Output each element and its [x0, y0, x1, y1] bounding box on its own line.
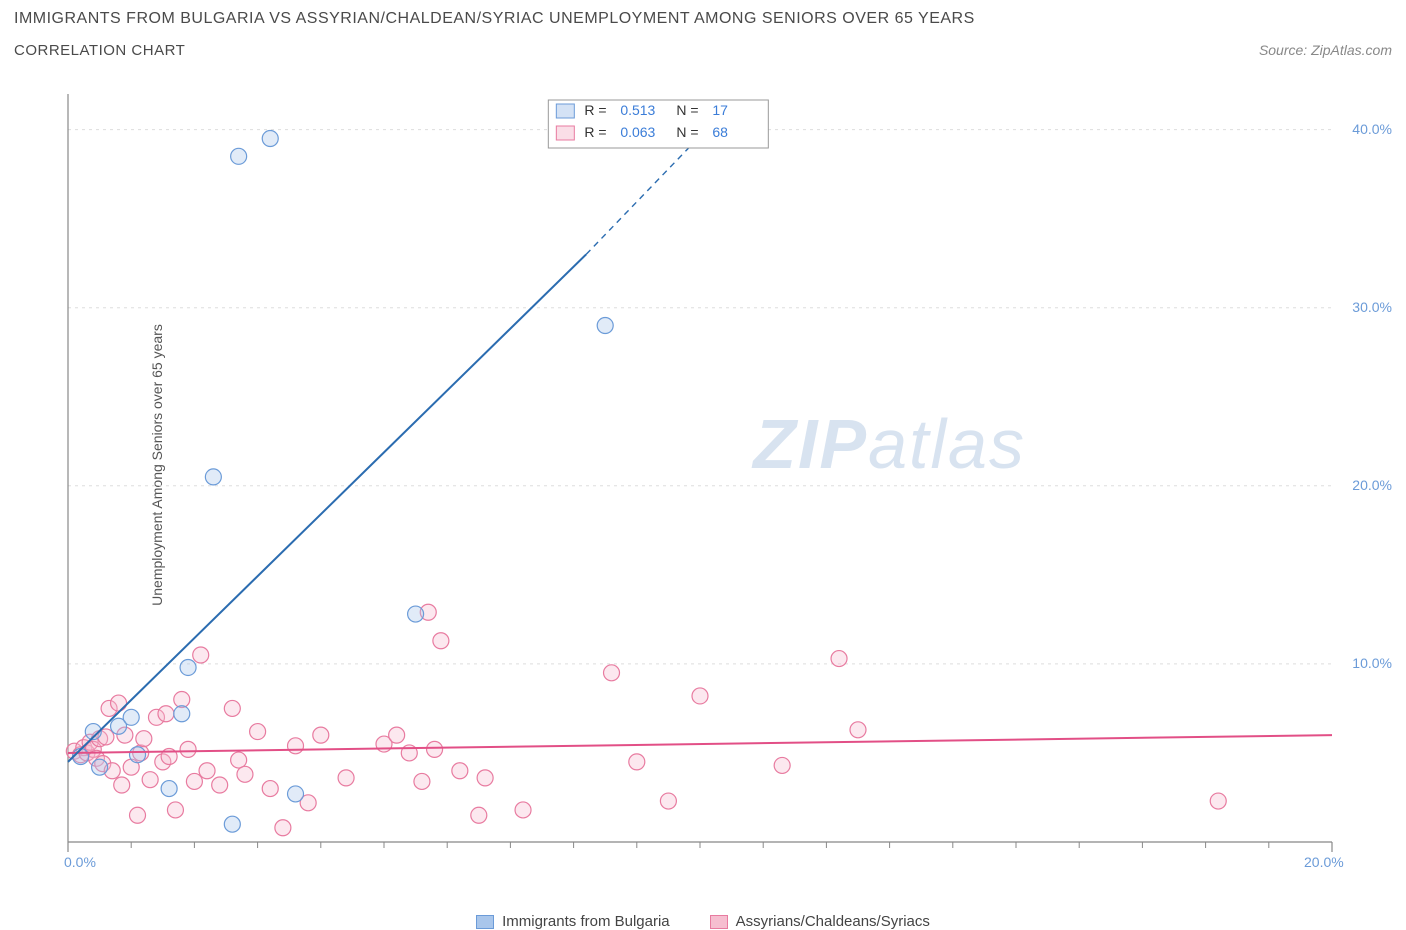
chart-title: IMMIGRANTS FROM BULGARIA VS ASSYRIAN/CHA… [14, 10, 1392, 28]
y-tick-label: 30.0% [1352, 299, 1392, 315]
svg-text:R =: R = [584, 124, 606, 140]
legend-label-assyrian: Assyrians/Chaldeans/Syriacs [736, 913, 930, 930]
chart-area: ZIPatlas R = 0.513 N = 17 R = 0.063 N = 68 10.0%… [62, 88, 1392, 878]
chart-subtitle: CORRELATION CHART [14, 42, 185, 59]
svg-text:0.513: 0.513 [620, 102, 655, 118]
legend-item-bulgaria: Immigrants from Bulgaria [476, 913, 670, 930]
legend-label-bulgaria: Immigrants from Bulgaria [502, 913, 670, 930]
y-tick-label: 10.0% [1352, 655, 1392, 671]
svg-text:N =: N = [676, 102, 698, 118]
svg-text:17: 17 [712, 102, 728, 118]
bottom-legend: Immigrants from Bulgaria Assyrians/Chald… [0, 913, 1406, 930]
legend-swatch-assyrian [710, 915, 728, 929]
x-tick-label: 20.0% [1304, 854, 1344, 870]
source-attribution: Source: ZipAtlas.com [1259, 42, 1392, 58]
svg-text:N =: N = [676, 124, 698, 140]
y-tick-label: 20.0% [1352, 477, 1392, 493]
y-tick-label: 40.0% [1352, 121, 1392, 137]
legend-swatch-bulgaria [476, 915, 494, 929]
svg-text:ZIPatlas: ZIPatlas [751, 405, 1026, 483]
x-tick-label: 0.0% [64, 854, 96, 870]
svg-text:R =: R = [584, 102, 606, 118]
svg-text:68: 68 [712, 124, 728, 140]
svg-text:0.063: 0.063 [620, 124, 655, 140]
legend-item-assyrian: Assyrians/Chaldeans/Syriacs [710, 913, 930, 930]
scatter-plot: ZIPatlas R = 0.513 N = 17 R = 0.063 N = 68 [62, 88, 1392, 878]
